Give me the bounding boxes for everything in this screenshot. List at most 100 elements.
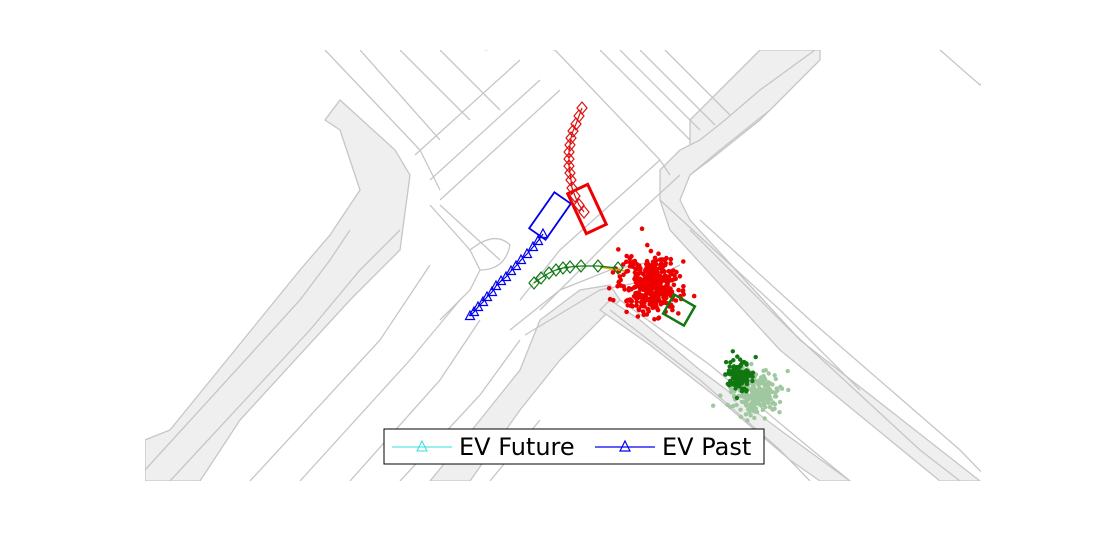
sample-point [738, 362, 744, 367]
sample-point [735, 354, 740, 359]
road-map [145, 50, 981, 481]
map-line [169, 229, 401, 481]
sample-point [772, 394, 778, 399]
sample-point [744, 381, 750, 387]
data-point [578, 205, 590, 219]
sample-point [633, 266, 638, 272]
sample-point [625, 303, 631, 308]
sample-point [761, 387, 766, 392]
sample-point [750, 378, 755, 384]
sample-point [621, 262, 626, 267]
sample-point [779, 386, 785, 391]
sample-point [662, 298, 667, 303]
map-line [689, 229, 961, 481]
sample-point [665, 281, 670, 286]
sample-point [610, 270, 616, 275]
data-point [564, 260, 576, 274]
sample-point [730, 349, 735, 354]
sample-point [750, 400, 755, 405]
sample-point [773, 376, 778, 382]
data-point [564, 166, 576, 180]
sample-point [691, 293, 697, 299]
sample-point [676, 287, 681, 293]
sample-point [635, 314, 641, 319]
sample-point [725, 402, 730, 407]
sample-point [673, 298, 679, 303]
sample-point [653, 303, 659, 309]
sample-point [645, 296, 651, 302]
sample-point [611, 297, 616, 303]
sample-point [763, 404, 768, 410]
sample-point [681, 284, 686, 289]
map-line [414, 59, 521, 156]
sample-point [616, 247, 621, 252]
sample-point [729, 369, 734, 374]
sample-point [648, 248, 654, 254]
data-point [532, 234, 544, 246]
data-point [510, 259, 522, 271]
map-line [299, 299, 461, 481]
agent-green-bounding-box [661, 292, 697, 328]
sample-point [760, 407, 765, 413]
sample-point [646, 264, 651, 270]
data-point [468, 305, 480, 317]
map-line [439, 89, 561, 201]
sample-point [656, 251, 661, 256]
sample-point [777, 399, 783, 405]
data-point [573, 198, 585, 212]
sample-point [650, 293, 656, 299]
sample-point [630, 303, 635, 309]
legend: EV Future EV Past [383, 428, 765, 465]
sample-point [649, 301, 654, 306]
map-line [349, 319, 481, 481]
sample-point [657, 273, 663, 279]
sample-point [655, 307, 661, 313]
sample-point [657, 257, 663, 263]
sample-point [668, 261, 673, 266]
map-line [249, 264, 431, 481]
sample-point [636, 264, 642, 269]
sample-point [752, 415, 757, 421]
data-point [563, 159, 575, 173]
sample-point [650, 269, 655, 275]
sample-point [762, 382, 767, 387]
map-line [359, 50, 441, 141]
data-point [481, 290, 493, 302]
data-point [612, 261, 624, 275]
data-point [500, 270, 512, 282]
sample-point [622, 287, 627, 292]
map-line [429, 79, 541, 181]
map-line [699, 219, 981, 473]
data-point [565, 131, 577, 145]
sample-point [681, 259, 686, 264]
sample-point [624, 309, 629, 315]
map-line [469, 238, 511, 271]
sample-point [671, 282, 677, 288]
sample-point [641, 312, 647, 318]
legend-item-ev-past: EV Past [595, 433, 751, 461]
sample-point [647, 289, 652, 294]
data-point [477, 295, 489, 307]
sample-point [643, 276, 649, 282]
map-line [439, 50, 501, 111]
sample-point [672, 273, 677, 278]
data-point [527, 240, 539, 252]
sample-point [728, 390, 734, 395]
data-point [490, 279, 502, 291]
map-line [664, 50, 731, 116]
sample-point [639, 226, 645, 231]
sample-point [758, 391, 763, 397]
sample-point [606, 286, 612, 291]
map-area-bottom-right [598, 299, 852, 481]
map-line [429, 204, 481, 321]
sample-point [668, 256, 674, 262]
map-line [399, 50, 471, 121]
sample-point [628, 297, 633, 302]
sample-point [631, 285, 637, 290]
sample-point [631, 294, 637, 299]
sample-point [743, 412, 749, 417]
sample-point [645, 242, 650, 248]
map-line [619, 50, 701, 131]
sample-point [666, 269, 672, 274]
sample-point [653, 279, 659, 284]
